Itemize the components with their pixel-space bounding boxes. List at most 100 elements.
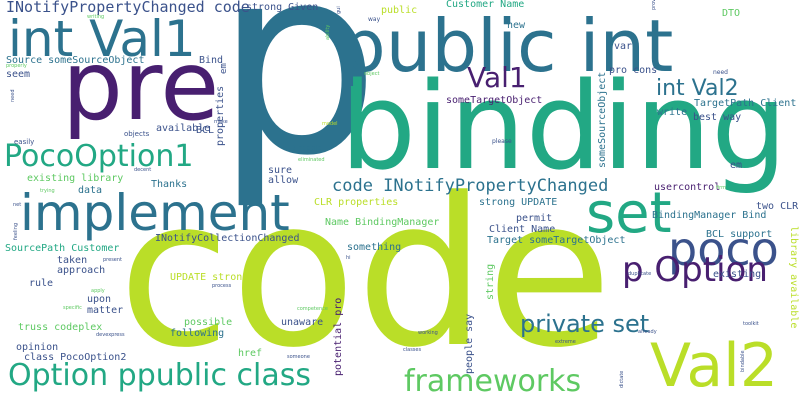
word-p-option: p Option bbox=[622, 250, 768, 290]
word-strong-update: strong UPDATE bbox=[479, 197, 558, 208]
word-inpc-code: INotifyPropertyChanged code bbox=[6, 0, 250, 16]
word-need: need bbox=[713, 69, 728, 76]
word-make: make bbox=[214, 119, 228, 125]
word-target-sometargetobject: Target someTargetObject bbox=[487, 235, 626, 246]
word-bcl-support: BCL support bbox=[706, 229, 773, 240]
word-ibindable: IBindable bbox=[289, 144, 322, 152]
word-upon: upon bbox=[87, 294, 112, 305]
word-feeling: feeling bbox=[13, 222, 19, 240]
word-pre: pre bbox=[62, 30, 220, 142]
word-eliminated: eliminated bbox=[298, 157, 325, 163]
word-clr-properties: CLR properties bbox=[314, 197, 399, 208]
word-specific: specific bbox=[63, 305, 82, 311]
word-need-vertical: need bbox=[10, 89, 16, 103]
word-taken: taken bbox=[57, 255, 88, 266]
word-val2: Val2 bbox=[650, 331, 778, 400]
word-targetpath-client: TargetPath Client bbox=[694, 98, 797, 109]
word-best-way: best way bbox=[693, 112, 742, 123]
word-way: way bbox=[368, 16, 381, 23]
word-val1: Val1 bbox=[467, 61, 527, 94]
word-poco: poco bbox=[668, 222, 779, 276]
word-already: already bbox=[638, 329, 657, 335]
word-bindingmanager-bind: BindingManager Bind bbox=[652, 210, 767, 221]
word-object: object bbox=[364, 71, 380, 77]
word-pro-cons: pro cons bbox=[609, 65, 658, 76]
word-dto: DTO bbox=[722, 8, 741, 19]
word-possible: possible bbox=[184, 317, 233, 328]
word-please: please bbox=[492, 138, 512, 145]
word-firm: firm bbox=[716, 185, 726, 191]
word-people-say: people say bbox=[464, 313, 475, 374]
word-name-bindingmanager: Name BindingManager bbox=[325, 217, 440, 228]
word-easily: easily bbox=[14, 138, 35, 146]
word-something: something bbox=[347, 242, 402, 253]
word-sourcepath-customer: SourcePath Customer bbox=[5, 243, 120, 254]
word-private-set: private set bbox=[520, 310, 650, 338]
word-following: following bbox=[170, 328, 225, 339]
word-public: public bbox=[381, 5, 418, 16]
word-ability: ability bbox=[325, 24, 331, 40]
word-duplicate: duplicate bbox=[628, 271, 652, 277]
word-client-name: Client Name bbox=[489, 224, 556, 235]
word-apply: apply bbox=[91, 288, 105, 294]
word-matter: matter bbox=[87, 305, 124, 316]
word-inotifycollectionchanged: INotifyCollectionChanged bbox=[155, 233, 300, 244]
word-customer-name: Customer Name bbox=[446, 0, 525, 10]
word-int-val2: int Val2 bbox=[656, 76, 739, 101]
word-properly: properly bbox=[6, 63, 27, 69]
word-href: href bbox=[238, 348, 263, 359]
word-trying: trying bbox=[40, 188, 55, 194]
word-writing: writing bbox=[87, 14, 105, 20]
word-approach: approach bbox=[57, 265, 106, 276]
word-hi: hi bbox=[346, 255, 351, 261]
word-existing: existing bbox=[713, 269, 762, 280]
word-extreme: extreme bbox=[555, 339, 576, 345]
word-class-pocooption2: class PocoOption2 bbox=[24, 352, 127, 363]
word-net: net bbox=[13, 202, 22, 208]
word-option-ppublic-class: Option ppublic class bbox=[8, 358, 311, 393]
word-string: string bbox=[485, 263, 496, 300]
word-strong-given: strong Given bbox=[246, 2, 319, 13]
word-process: process bbox=[212, 283, 232, 289]
word-provide: provide bbox=[651, 0, 657, 10]
word-existing-library: existing library bbox=[27, 173, 124, 184]
word-frameworks: frameworks bbox=[404, 364, 582, 399]
word-data: data bbox=[78, 185, 103, 196]
word-update-strong: UPDATE strong bbox=[170, 272, 249, 283]
word-set: set bbox=[586, 181, 672, 246]
word-pocooption1: PocoOption1 bbox=[4, 139, 194, 174]
word-competence: competence bbox=[297, 306, 328, 312]
word-gui: gui bbox=[336, 6, 342, 14]
word-allow: allow bbox=[268, 175, 299, 186]
word-em-vertical: em bbox=[219, 63, 229, 74]
word-objects: objects bbox=[124, 130, 150, 138]
word-model: model bbox=[322, 121, 338, 127]
word-binding: binding bbox=[340, 58, 788, 197]
word-working: working bbox=[418, 330, 438, 336]
word-classes: classes bbox=[403, 347, 422, 353]
word-sure: sure bbox=[268, 165, 293, 176]
word-int-val1: int Val1 bbox=[8, 10, 196, 68]
word-dictate: dictate bbox=[619, 370, 625, 388]
word-code-inpc: code INotifyPropertyChanged bbox=[332, 176, 609, 196]
word-write: write bbox=[657, 107, 688, 118]
word-usercontrol: usercontrol bbox=[654, 182, 721, 193]
word-em: em bbox=[730, 160, 743, 171]
word-rule: rule bbox=[29, 278, 54, 289]
word-somesourceobject: someSourceObject bbox=[597, 71, 608, 168]
word-thanks: Thanks bbox=[151, 179, 188, 190]
word-present: present bbox=[103, 257, 123, 263]
word-someone: someone bbox=[287, 354, 310, 360]
word-public-int: public int bbox=[340, 4, 674, 88]
word-implement: implement bbox=[20, 184, 290, 242]
word-two-clr: two CLR bbox=[756, 201, 799, 212]
word-bindable: bindable bbox=[740, 350, 746, 372]
word-sometargetobject: someTargetObject bbox=[446, 95, 543, 106]
word-decent: decent bbox=[134, 167, 152, 173]
word-opinion: opinion bbox=[16, 342, 59, 353]
word-devexpress: devexpress bbox=[96, 332, 125, 338]
word-available: available bbox=[156, 123, 211, 134]
word-p: p bbox=[215, 0, 381, 213]
word-permit: permit bbox=[516, 213, 553, 224]
